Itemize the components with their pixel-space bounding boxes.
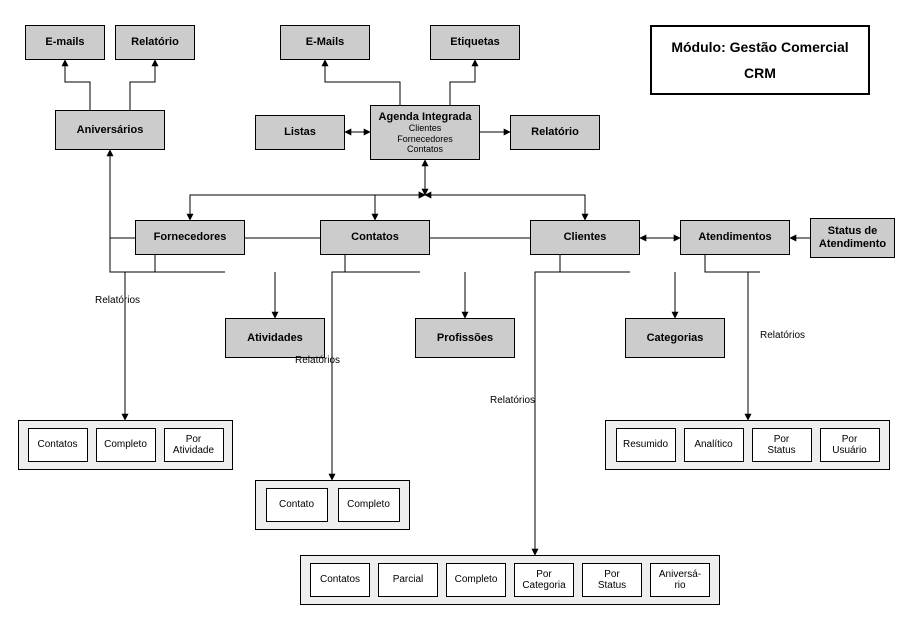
label: Categorias: [647, 332, 704, 345]
label: E-Mails: [306, 36, 345, 49]
node-profissoes: Profissões: [415, 318, 515, 358]
label: Listas: [284, 126, 316, 139]
panel-clientes: ContatosParcialCompletoPorCategoriaPorSt…: [300, 555, 720, 605]
node-fornecedores: Fornecedores: [135, 220, 245, 255]
title-line1: Módulo: Gestão Comercial: [671, 39, 848, 55]
panel-item: Aniversá-rio: [650, 563, 710, 597]
panel-item: PorStatus: [582, 563, 642, 597]
panel-item: Analítico: [684, 428, 744, 462]
label: E-mails: [45, 36, 84, 49]
node-emails-top: E-Mails: [280, 25, 370, 60]
label: Fornecedores: [154, 231, 227, 244]
edge-label-cont: Relatórios: [295, 355, 340, 366]
title-box: Módulo: Gestão Comercial CRM: [650, 25, 870, 95]
edge-label-cli: Relatórios: [490, 395, 535, 406]
panel-item: Completo: [96, 428, 156, 462]
node-emails-tl: E-mails: [25, 25, 105, 60]
panel-atendimentos: ResumidoAnalíticoPorStatusPorUsuário: [605, 420, 890, 470]
edge-label-atend: Relatórios: [760, 330, 805, 341]
panel-item: PorAtividade: [164, 428, 224, 462]
panel-item: Resumido: [616, 428, 676, 462]
label: Contatos: [351, 231, 399, 244]
label: Etiquetas: [450, 36, 500, 49]
panel-item: Contatos: [310, 563, 370, 597]
node-clientes: Clientes: [530, 220, 640, 255]
agenda-sub: ClientesFornecedoresContatos: [397, 123, 453, 154]
label: Atividades: [247, 332, 303, 345]
label: Agenda Integrada: [379, 111, 472, 124]
panel-item: PorStatus: [752, 428, 812, 462]
panel-contatos: Contato Completo: [255, 480, 410, 530]
label: Status deAtendimento: [819, 225, 886, 250]
node-status-atend: Status deAtendimento: [810, 218, 895, 258]
node-etiquetas: Etiquetas: [430, 25, 520, 60]
panel-fornecedores: ContatosCompletoPorAtividade: [18, 420, 233, 470]
panel-item: Parcial: [378, 563, 438, 597]
node-relatorio-mid: Relatório: [510, 115, 600, 150]
label: Clientes: [564, 231, 607, 244]
node-listas: Listas: [255, 115, 345, 150]
edge-label-forn: Relatórios: [95, 295, 140, 306]
node-agenda: Agenda Integrada ClientesFornecedoresCon…: [370, 105, 480, 160]
panel-item: Completo: [446, 563, 506, 597]
label: Profissões: [437, 332, 493, 345]
label: Atendimentos: [698, 231, 771, 244]
node-atividades: Atividades: [225, 318, 325, 358]
panel-item: Completo: [338, 488, 400, 522]
node-relatorio-tl: Relatório: [115, 25, 195, 60]
node-categorias: Categorias: [625, 318, 725, 358]
panel-item: Contatos: [28, 428, 88, 462]
title-line2: CRM: [744, 65, 776, 81]
panel-item: PorUsuário: [820, 428, 880, 462]
label: Relatório: [531, 126, 579, 139]
node-aniversarios: Aniversários: [55, 110, 165, 150]
panel-item: PorCategoria: [514, 563, 574, 597]
node-contatos: Contatos: [320, 220, 430, 255]
panel-item: Contato: [266, 488, 328, 522]
label: Relatório: [131, 36, 179, 49]
label: Aniversários: [77, 124, 144, 137]
node-atendimentos: Atendimentos: [680, 220, 790, 255]
